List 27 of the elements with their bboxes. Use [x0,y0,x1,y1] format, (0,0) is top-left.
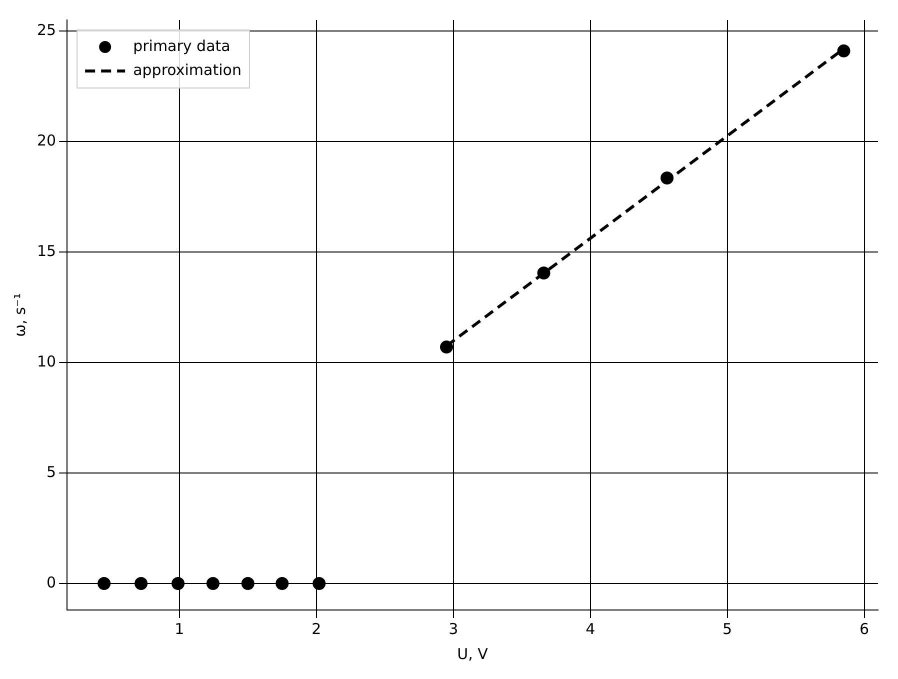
y-tick-label: 5 [46,462,56,481]
y-tick-label: 10 [36,352,56,370]
point [241,576,254,590]
y-tick-label: 20 [36,131,56,150]
x-axis-title: U, V [457,644,489,663]
point [206,576,220,590]
x-tick-label: 2 [312,620,322,638]
x-tick-label: 1 [174,620,184,638]
point [312,576,326,590]
point [134,576,148,590]
point [537,266,550,280]
point [98,576,111,590]
point [172,576,185,590]
legend-label: primary data [133,36,230,55]
x-tick-label: 4 [586,620,596,638]
point [276,576,289,590]
x-tick-label: 6 [860,620,870,638]
x-tick-label: 3 [448,620,458,638]
y-tick-label: 0 [46,573,56,592]
y-tick-label: 15 [36,242,56,260]
point [837,44,850,58]
x-tick-label: 5 [722,620,732,638]
point [660,171,674,184]
y-tick-label: 25 [36,20,56,39]
point [440,340,454,354]
y-axis-title: ω, s⁻¹ [10,293,29,337]
legend-label: approximation [133,60,242,79]
